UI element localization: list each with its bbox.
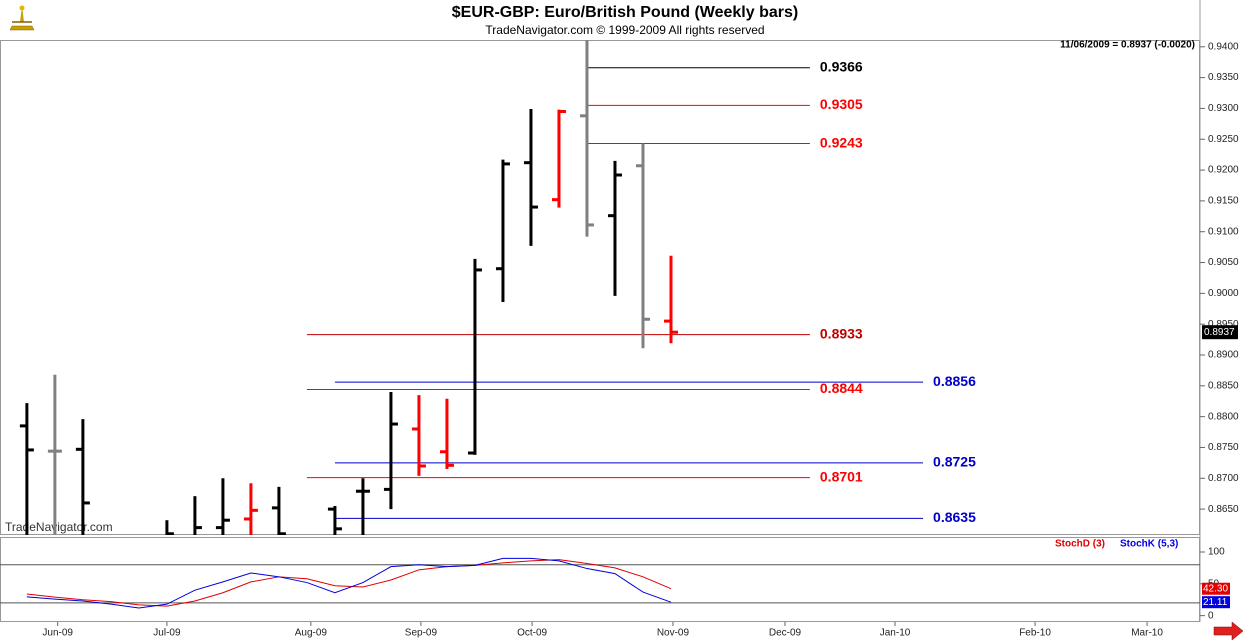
logo-icon — [8, 4, 36, 34]
x-tick-label: Dec-09 — [769, 628, 802, 639]
level-label: 0.9366 — [820, 58, 863, 74]
y-tick-label: 0.9200 — [1208, 165, 1239, 176]
y-tick-label: 0.8750 — [1208, 442, 1239, 453]
y-tick-label: 0.9100 — [1208, 226, 1239, 237]
y-tick-label: 0.9300 — [1208, 103, 1239, 114]
y-tick-label: 0.8850 — [1208, 380, 1239, 391]
x-tick-label: Aug-09 — [295, 628, 328, 639]
axes: 0.9400 0.9350 0.9300 0.9250 0.9200 0.9150 0.91… — [42, 41, 1239, 638]
y-tick-label: 0.8800 — [1208, 411, 1239, 422]
level-label: 0.8725 — [933, 454, 976, 470]
watermark: TradeNavigator.com — [5, 520, 113, 534]
level-label: 0.8933 — [820, 325, 863, 341]
x-tick-label: Jun-09 — [42, 628, 73, 639]
price-info: 11/06/2009 = 0.8937 (-0.0020) — [1060, 40, 1195, 51]
y-tick-label: 0.9150 — [1208, 196, 1239, 207]
x-tick-label: Oct-09 — [517, 628, 547, 639]
scroll-arrow[interactable] — [1213, 621, 1244, 641]
y-tick-label: 0.9050 — [1208, 257, 1239, 268]
price-plot — [19, 40, 924, 535]
x-tick-label: Jul-09 — [153, 628, 181, 639]
value-label: 42.30 — [1203, 583, 1228, 594]
legend-entry: StochK (5,3) — [1120, 539, 1178, 550]
legend-entry: StochD (3) — [1055, 539, 1105, 550]
y-tick-label: 0 — [1208, 610, 1214, 621]
y-tick-label: 0.9000 — [1208, 288, 1239, 299]
y-tick-label: 0.8700 — [1208, 473, 1239, 484]
value-label: 21.11 — [1203, 597, 1228, 608]
y-tick-label: 100 — [1208, 547, 1225, 558]
x-tick-label: Feb-10 — [1019, 628, 1051, 639]
y-tick-label: 0.8950 — [1208, 319, 1239, 330]
stoch-line — [26, 557, 672, 609]
x-tick-label: Sep-09 — [405, 628, 438, 639]
y-tick-label: 0.9250 — [1208, 134, 1239, 145]
level-label: 0.8701 — [820, 468, 863, 484]
chart-title: $EUR-GBP: Euro/British Pound (Weekly bar… — [452, 4, 798, 21]
level-label: 0.8635 — [933, 509, 976, 525]
y-tick-label: 0.9350 — [1208, 72, 1239, 83]
stoch-plot — [0, 557, 1200, 609]
y-tick-label: 0.8650 — [1208, 504, 1239, 515]
stoch-line — [26, 559, 672, 607]
value-label-box — [1202, 596, 1230, 609]
level-label: 0.8856 — [933, 373, 976, 389]
x-tick-label: Nov-09 — [657, 628, 690, 639]
chart-subtitle: TradeNavigator.com © 1999-2009 All right… — [485, 23, 764, 37]
x-tick-label: Jan-10 — [880, 628, 911, 639]
value-label-box — [1202, 582, 1230, 595]
last-price-label: 0.8937 — [1204, 327, 1235, 338]
level-label: 0.9243 — [820, 134, 863, 150]
last-price-box — [1202, 325, 1238, 340]
y-tick-label: 0.8900 — [1208, 350, 1239, 361]
y-tick-label: 0.9400 — [1208, 41, 1239, 52]
x-tick-label: Mar-10 — [1131, 628, 1163, 639]
level-label: 0.9305 — [820, 96, 863, 112]
level-label: 0.8844 — [820, 380, 863, 396]
